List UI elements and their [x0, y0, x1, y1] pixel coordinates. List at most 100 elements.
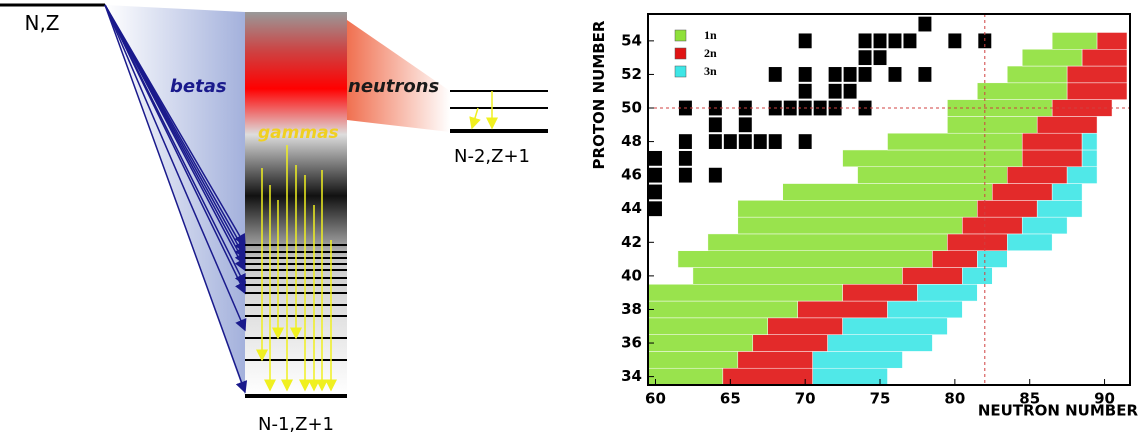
- run-cells: [723, 368, 813, 385]
- run-cells: [902, 267, 962, 284]
- stable-cell: [829, 84, 842, 99]
- run-cells: [1067, 167, 1097, 184]
- cells: [648, 17, 1127, 385]
- stable-cell: [859, 67, 872, 82]
- x-axis-title: NEUTRON NUMBER: [978, 402, 1139, 420]
- run-cells: [1082, 150, 1097, 167]
- stable-cell: [889, 33, 902, 48]
- stable-cell: [874, 33, 887, 48]
- run-cells: [977, 200, 1037, 217]
- stable-cell: [679, 168, 692, 183]
- run-cells: [648, 335, 753, 352]
- stable-cell: [709, 117, 722, 132]
- run-cells: [977, 251, 1007, 268]
- run-cells: [992, 184, 1052, 201]
- legend-label: 1n: [704, 28, 717, 42]
- run-cells: [738, 200, 978, 217]
- run-cells: [648, 318, 768, 335]
- y-tick-label: 38: [621, 300, 642, 318]
- run-cells: [932, 251, 977, 268]
- run-cells: [947, 116, 1037, 133]
- run-cells: [947, 100, 1052, 117]
- stable-cell: [918, 67, 931, 82]
- run-cells: [1022, 133, 1082, 150]
- stable-cell: [918, 17, 931, 32]
- legend-swatch: [675, 30, 686, 41]
- run-cells: [1022, 217, 1067, 234]
- stable-cell: [859, 50, 872, 65]
- stable-cell: [769, 134, 782, 149]
- level-scheme: N,Z betas neutrons gammas N-2,Z+1 N-1,Z+…: [0, 5, 548, 435]
- stable-cell: [829, 67, 842, 82]
- run-cells: [947, 234, 1007, 251]
- run-cells: [962, 267, 992, 284]
- y-tick-label: 36: [621, 334, 642, 352]
- x-tick-label: 80: [944, 390, 965, 408]
- stable-cell: [859, 33, 872, 48]
- y-tick-label: 46: [621, 166, 642, 184]
- stable-cell: [739, 134, 752, 149]
- run-cells: [1067, 83, 1127, 100]
- y-tick-label: 48: [621, 132, 642, 150]
- legend-label: 2n: [704, 46, 717, 60]
- stable-cell: [649, 151, 662, 166]
- x-tick-label: 60: [645, 390, 666, 408]
- run-cells: [1022, 150, 1082, 167]
- x-tick-label: 65: [720, 390, 741, 408]
- run-cells: [843, 284, 918, 301]
- y-tick-label: 44: [621, 199, 642, 217]
- stable-cell: [799, 67, 812, 82]
- run-cells: [1037, 200, 1082, 217]
- y-tick-label: 42: [621, 233, 642, 251]
- stable-cell: [709, 168, 722, 183]
- neutrons-label: neutrons: [348, 76, 439, 97]
- y-tick-label: 52: [621, 65, 642, 83]
- legend-swatch: [675, 48, 686, 59]
- run-cells: [738, 351, 813, 368]
- stable-cell: [679, 134, 692, 149]
- run-cells: [1097, 32, 1127, 49]
- run-cells: [813, 351, 903, 368]
- stable-cell: [739, 117, 752, 132]
- figure: N,Z betas neutrons gammas N-2,Z+1 N-1,Z+…: [0, 0, 1142, 443]
- x-tick-label: 75: [870, 390, 891, 408]
- run-cells: [1007, 234, 1052, 251]
- stable-cell: [889, 67, 902, 82]
- run-cells: [1022, 49, 1082, 66]
- y-tick-label: 50: [621, 99, 642, 117]
- run-cells: [708, 234, 948, 251]
- run-cells: [648, 351, 738, 368]
- legend-swatch: [675, 66, 686, 77]
- stable-cell: [649, 185, 662, 200]
- stable-cell: [903, 33, 916, 48]
- daughter-label: N-1,Z+1: [258, 414, 334, 435]
- betas-label: betas: [170, 76, 227, 97]
- stable-cell: [844, 67, 857, 82]
- run-cells: [813, 368, 888, 385]
- run-cells: [1082, 133, 1097, 150]
- y-axis-title: PROTON NUMBER: [590, 20, 608, 169]
- y-tick-label: 34: [621, 367, 642, 385]
- run-cells: [798, 301, 888, 318]
- run-cells: [828, 335, 933, 352]
- stable-cell: [724, 134, 737, 149]
- run-cells: [648, 284, 843, 301]
- run-cells: [1082, 49, 1127, 66]
- run-cells: [1037, 116, 1097, 133]
- stable-cell: [799, 84, 812, 99]
- run-cells: [753, 335, 828, 352]
- run-cells: [783, 184, 993, 201]
- x-tick-label: 70: [795, 390, 816, 408]
- run-cells: [1052, 32, 1097, 49]
- stable-cell: [754, 134, 767, 149]
- run-cells: [768, 318, 843, 335]
- run-cells: [843, 150, 1023, 167]
- stable-cell: [769, 67, 782, 82]
- run-cells: [1067, 66, 1127, 83]
- y-tick-label: 40: [621, 266, 642, 284]
- gammas-label: gammas: [258, 123, 339, 143]
- daughter-n-label: N-2,Z+1: [454, 146, 530, 167]
- stable-cell: [679, 151, 692, 166]
- stable-cell: [948, 33, 961, 48]
- stable-cell: [799, 33, 812, 48]
